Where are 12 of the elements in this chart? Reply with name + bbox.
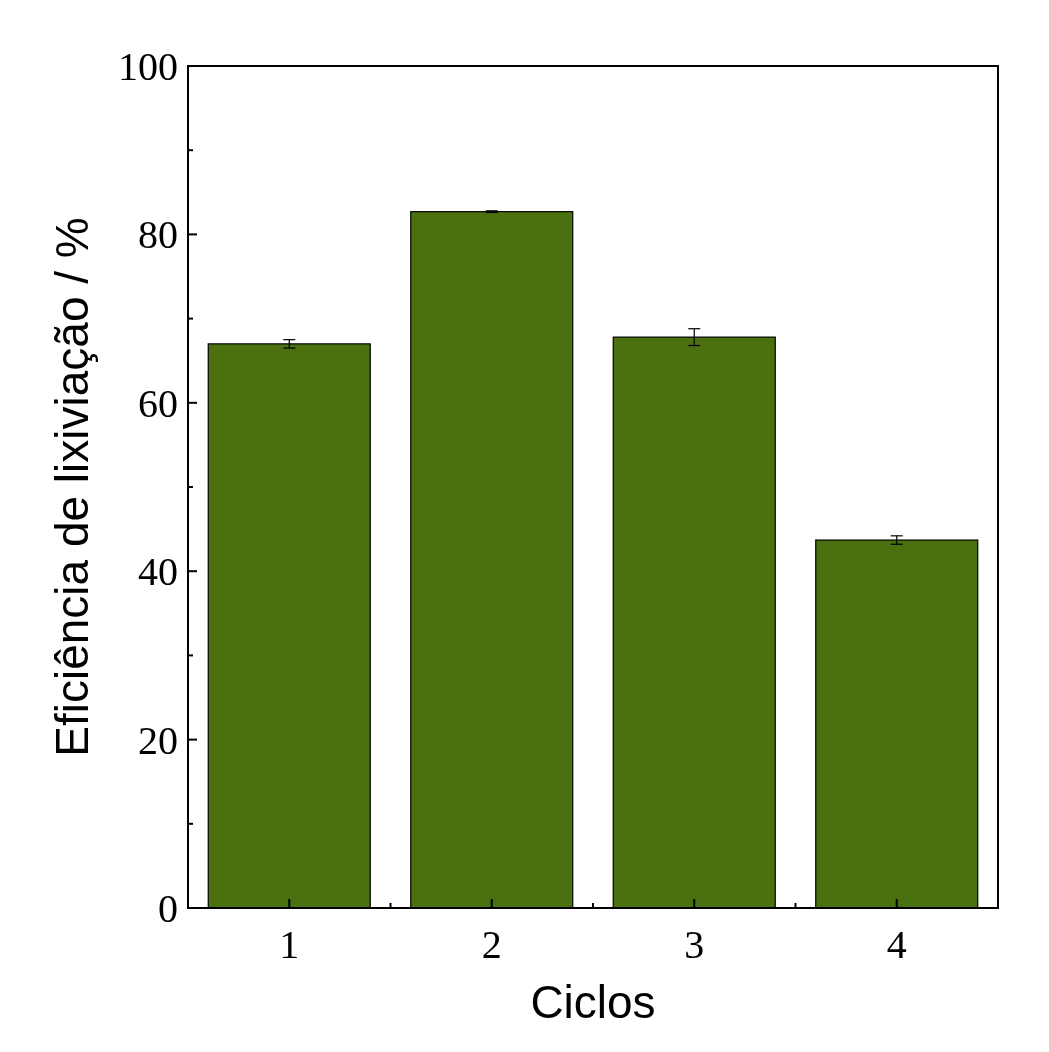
y-tick-label: 20 — [138, 717, 178, 763]
x-tick-label: 1 — [279, 922, 300, 967]
x-axis-title: Ciclos — [530, 976, 656, 1028]
y-tick-label: 80 — [138, 212, 178, 258]
y-tick-label: 40 — [138, 549, 178, 595]
y-tick-label: 60 — [138, 380, 178, 426]
x-tick-label: 3 — [684, 922, 705, 967]
x-tick-label: 4 — [886, 922, 907, 967]
y-tick-label: 0 — [158, 886, 178, 931]
y-tick-label: 100 — [118, 44, 178, 89]
x-tick-label: 2 — [481, 922, 502, 967]
y-axis-title: Eficiência de lixiviação / % — [46, 217, 98, 757]
